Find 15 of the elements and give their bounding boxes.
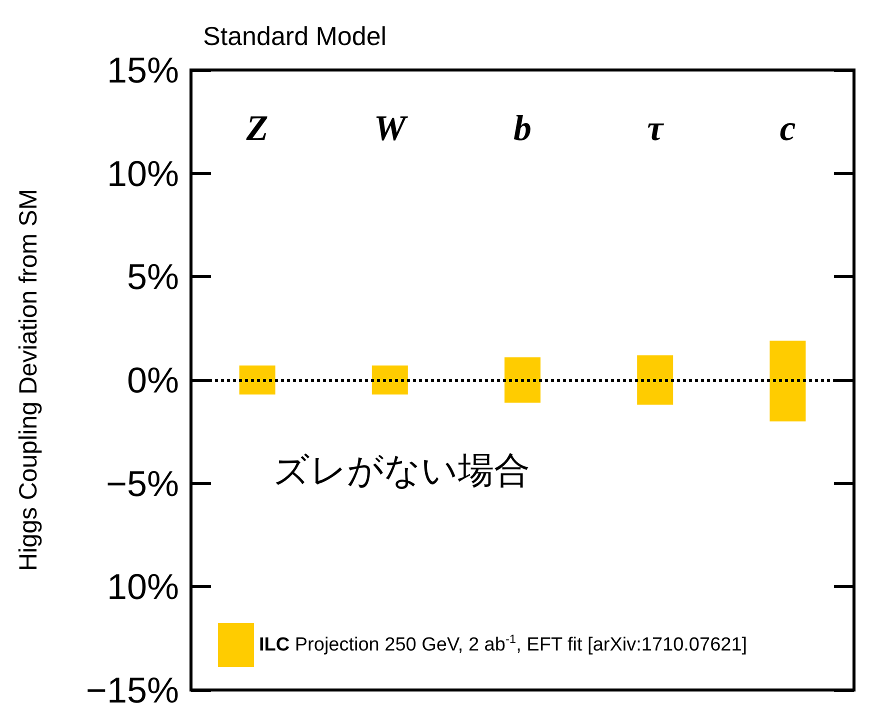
x-tick-label: c — [780, 108, 796, 148]
x-tick-label: Z — [245, 108, 268, 148]
y-tick-label: −5% — [106, 462, 179, 504]
y-tick-label: 10% — [106, 566, 179, 608]
x-tick-label: W — [374, 108, 409, 148]
y-tick-label: 0% — [126, 360, 179, 400]
chart-title: Standard Model — [203, 21, 387, 51]
annotation: ズレがない場合 — [273, 450, 530, 492]
x-tick-label: τ — [647, 108, 664, 148]
y-tick-label: 15% — [106, 50, 179, 90]
y-tick-label: −15% — [86, 670, 179, 710]
y-tick-label: 10% — [106, 152, 179, 194]
y-tick-label: 5% — [126, 256, 179, 298]
x-tick-label: b — [514, 108, 532, 148]
y-axis-title: Higgs Coupling Deviation from SM — [14, 188, 42, 572]
